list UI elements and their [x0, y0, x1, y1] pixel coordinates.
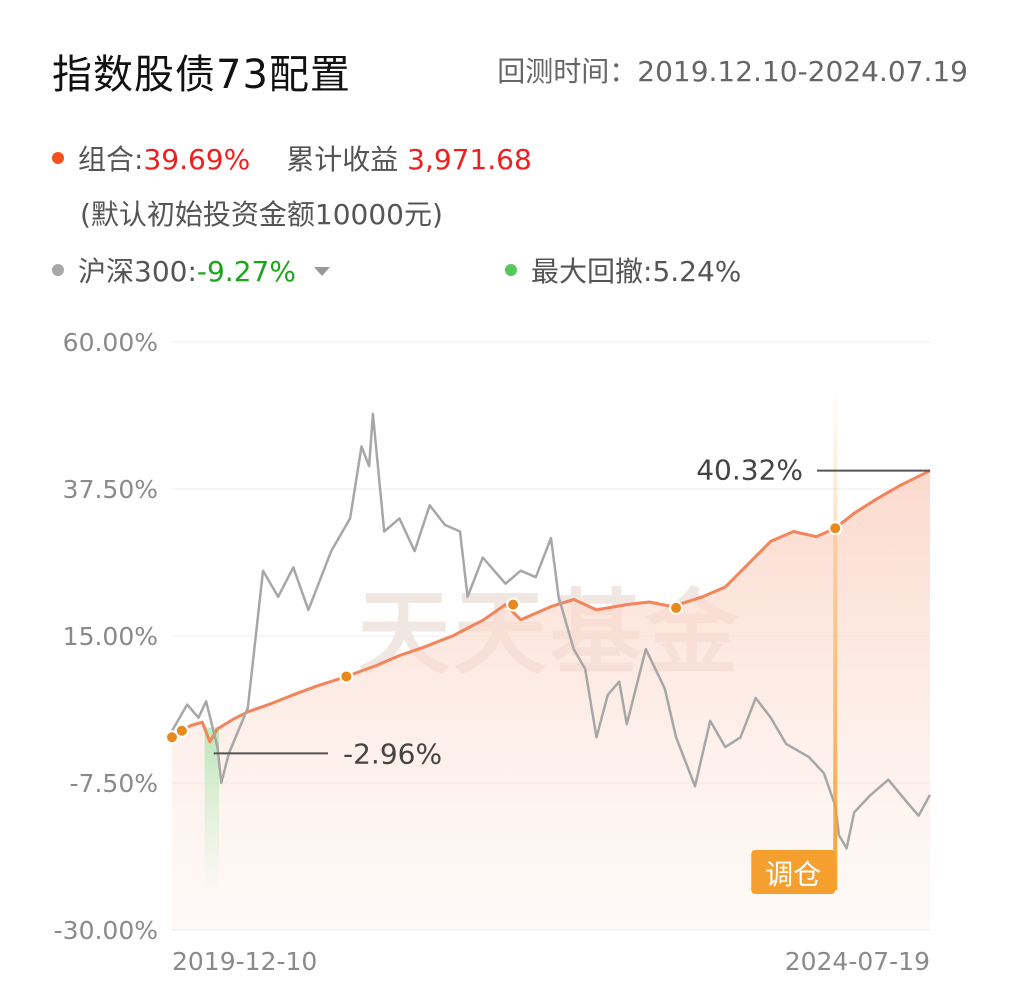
end-value-label: 40.32% [696, 454, 803, 487]
portfolio-summary-row: 组合:39.69% 累计收益 3,971.68 [52, 138, 532, 178]
initial-amount-note: (默认初始投资金额10000元) [80, 198, 443, 231]
y-tick-label: 15.00% [63, 622, 158, 651]
drawdown-value: 5.24% [652, 255, 742, 288]
drawdown-dot-icon [505, 264, 517, 276]
rebalance-label: 调仓 [765, 858, 821, 891]
chevron-down-icon[interactable] [313, 266, 330, 276]
min-value-label: -2.96% [343, 737, 442, 770]
y-tick-label: 60.00% [63, 328, 158, 357]
x-tick-label: 2019-12-10 [172, 947, 317, 976]
backtest-period: 回测时间：2019.12.10-2024.07.19 [497, 50, 968, 90]
benchmark-label: 沪深300: [78, 255, 197, 288]
y-tick-label: 37.50% [63, 475, 158, 504]
page-title: 指数股债73配置 [52, 52, 351, 98]
rebalance-point [339, 669, 354, 684]
rebalance-point [165, 730, 179, 745]
rebalance-line [833, 385, 838, 890]
rebalance-point [174, 723, 189, 738]
max-drawdown-band [204, 727, 219, 900]
portfolio-line [171, 469, 931, 744]
portfolio-area-fill [172, 470, 930, 930]
rebalance-point [506, 597, 521, 612]
y-tick-label: -7.50% [70, 769, 158, 798]
benchmark-summary-row[interactable]: 沪深300:-9.27% [52, 250, 330, 290]
drawdown-label: 最大回撤: [531, 255, 653, 288]
x-tick-label: 2024-07-19 [785, 947, 930, 976]
portfolio-label: 组合: [78, 143, 144, 176]
max-drawdown-row: 最大回撤:5.24% [505, 250, 741, 290]
cumulative-label: 累计收益 [286, 143, 399, 176]
rebalance-point [669, 600, 684, 615]
rebalance-badge [751, 850, 836, 894]
benchmark-line [170, 412, 932, 850]
y-tick-label: -30.00% [54, 916, 158, 945]
benchmark-return: -9.27% [196, 255, 296, 288]
portfolio-dot-icon [52, 152, 64, 164]
rebalance-point [828, 521, 843, 536]
period-label: 回测时间： [497, 55, 638, 88]
period-value: 2019.12.10-2024.07.19 [637, 55, 968, 88]
portfolio-return: 39.69% [143, 143, 251, 176]
cumulative-value: 3,971.68 [407, 143, 532, 176]
benchmark-dot-icon [52, 264, 64, 276]
